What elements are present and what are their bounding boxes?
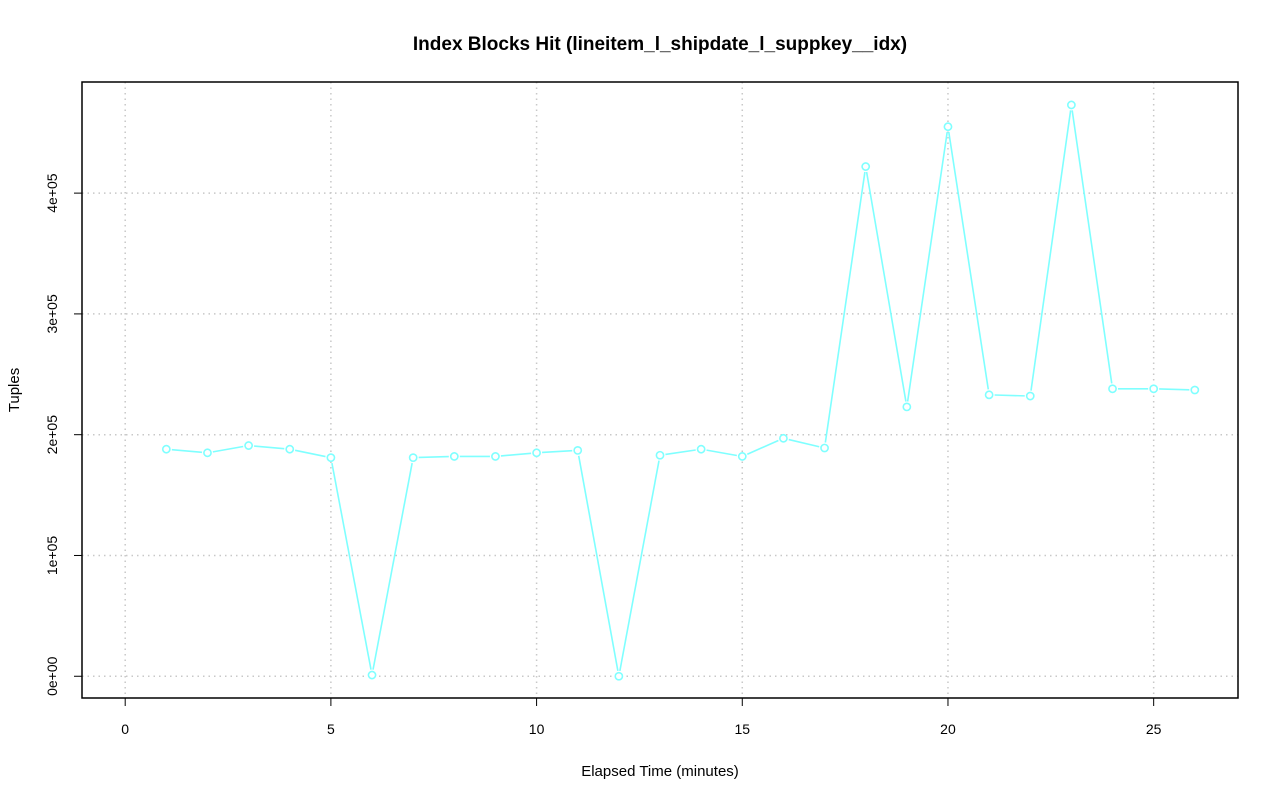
- series-line-segment: [665, 449, 696, 456]
- data-point: [984, 390, 994, 400]
- plot-frame: [81, 81, 1239, 699]
- series-line-segment: [212, 445, 244, 453]
- series: [161, 100, 1200, 681]
- series-line-segment: [294, 449, 326, 458]
- chart-title: Index Blocks Hit (lineitem_l_shipdate_l_…: [413, 34, 907, 55]
- data-point: [1149, 384, 1159, 394]
- series-line-segment: [1071, 110, 1113, 384]
- x-tick-label: 0: [121, 721, 129, 737]
- series-line-segment: [1159, 388, 1190, 391]
- series-line-segment: [865, 171, 907, 402]
- series-line-segment: [171, 448, 203, 454]
- x-tick-label: 10: [529, 721, 545, 737]
- x-tick-label: 20: [940, 721, 956, 737]
- series-line-segment: [706, 449, 737, 457]
- y-tick-label: 2e+05: [44, 415, 60, 455]
- series-line-segment: [948, 132, 990, 390]
- data-point: [285, 444, 295, 454]
- series-line-segment: [500, 452, 532, 457]
- y-tick-label: 0e+00: [44, 656, 60, 696]
- series-line-segment: [542, 449, 573, 454]
- series-line-segment: [906, 132, 948, 402]
- data-point: [1025, 391, 1035, 401]
- series-line-segment: [994, 394, 1025, 397]
- data-point: [1066, 100, 1076, 110]
- series-line-segment: [372, 462, 413, 670]
- series-line-segment: [1030, 110, 1072, 391]
- data-point: [1190, 385, 1200, 395]
- data-point: [491, 452, 500, 461]
- x-tick-label: 5: [327, 721, 335, 737]
- grid: [82, 82, 1238, 698]
- data-point: [943, 122, 953, 132]
- y-tick-label: 3e+05: [44, 294, 60, 334]
- y-axis: 0e+00 1e+05 2e+05 3e+05 4e+05: [44, 173, 82, 696]
- data-point: [861, 162, 871, 171]
- data-point: [614, 671, 624, 681]
- data-point: [408, 453, 418, 463]
- y-tick-label: 4e+05: [44, 173, 60, 213]
- data-point: [1108, 384, 1117, 394]
- series-line-segment: [788, 438, 820, 448]
- data-point: [737, 452, 747, 461]
- series-line-segment: [824, 171, 866, 443]
- data-point: [161, 444, 171, 454]
- data-point: [820, 443, 829, 453]
- data-point: [573, 445, 583, 455]
- data-point: [244, 441, 254, 450]
- series-line-segment: [331, 462, 372, 670]
- x-tick-label: 25: [1146, 721, 1162, 737]
- series-line-segment: [619, 460, 660, 671]
- x-axis: 0 5 10 15 20 25: [121, 698, 1162, 737]
- data-point: [655, 450, 665, 460]
- data-point: [367, 670, 377, 680]
- x-tick-label: 15: [734, 721, 750, 737]
- series-line-segment: [746, 439, 779, 455]
- series-line-segment: [254, 445, 285, 450]
- x-axis-title: Elapsed Time (minutes): [581, 763, 739, 780]
- data-point: [449, 452, 459, 461]
- data-point: [326, 453, 336, 463]
- data-point: [696, 444, 706, 454]
- data-point: [779, 433, 788, 443]
- series-line-segment: [418, 455, 449, 459]
- data-point: [532, 448, 541, 458]
- data-point: [902, 402, 912, 412]
- series-line-segment: [577, 455, 619, 671]
- data-point: [203, 448, 212, 458]
- y-tick-label: 1e+05: [44, 536, 60, 576]
- y-axis-title: Tuples: [6, 368, 23, 412]
